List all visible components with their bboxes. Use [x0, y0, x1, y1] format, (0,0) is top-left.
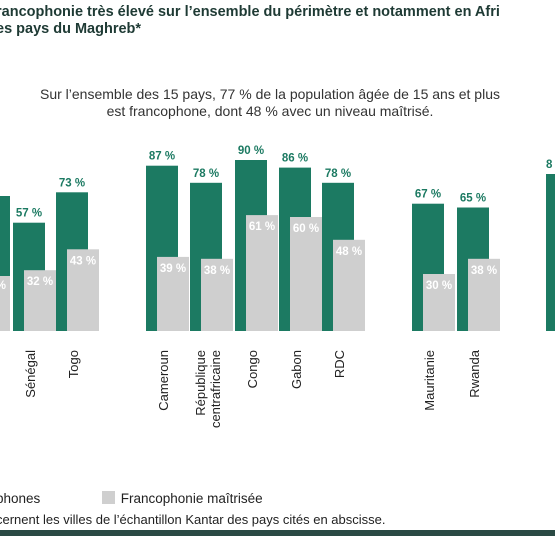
- data-label-maitrisee: 48 %: [336, 246, 362, 258]
- x-tick-label-line: Sénégal: [23, 350, 38, 398]
- bar-francophones-clipped-left: [0, 196, 10, 331]
- chart-subtitle-line2: est francophone, dont 48 % avec un nivea…: [106, 103, 434, 119]
- legend-label-francophones: phones: [0, 491, 41, 506]
- x-tick-label-line: Togo: [66, 350, 81, 378]
- chart-subtitle: Sur l’ensemble des 15 pays, 77 % de la p…: [0, 86, 540, 120]
- data-label-francophones: 78 %: [193, 168, 219, 180]
- chart-subtitle-line1: Sur l’ensemble des 15 pays, 77 % de la p…: [40, 86, 500, 102]
- data-label-maitrisee: 60 %: [293, 223, 319, 235]
- x-tick-label: RDC: [332, 350, 347, 378]
- x-tick-label: Républiquecentrafricaine: [193, 350, 223, 428]
- x-tick-label: Sénégal: [23, 350, 38, 398]
- x-tick-label-line: Congo: [245, 350, 260, 388]
- legend-swatch-maitrisee: [101, 491, 115, 504]
- legend: phones Francophonie maîtrisée: [0, 491, 263, 506]
- bar-maitrisee: [201, 258, 233, 331]
- bar-maitrisee: [67, 249, 99, 331]
- x-tick-label-line: centrafricaine: [208, 350, 223, 428]
- x-tick-label-line: Cameroun: [156, 350, 171, 411]
- bar-maitrisee: [333, 239, 365, 331]
- data-label-maitrisee: 39 %: [160, 263, 186, 275]
- x-tick-label: Togo: [66, 350, 81, 378]
- data-label-francophones: 67 %: [415, 189, 441, 201]
- data-label-francophones: 57 %: [16, 208, 42, 220]
- data-label-clipped-right: 8: [546, 159, 553, 171]
- x-tick-label-line: RDC: [332, 350, 347, 378]
- bar-francophones-clipped-right: [546, 174, 555, 331]
- bar-maitrisee: [468, 258, 500, 331]
- x-tick-label: Mauritanie: [422, 350, 437, 411]
- chart-title-line2: es pays du Maghreb*: [0, 21, 142, 37]
- x-tick-label: Cameroun: [156, 350, 171, 411]
- bar-maitrisee: [423, 274, 455, 331]
- data-label-maitrisee: 61 %: [249, 221, 275, 233]
- bar-maitrisee: [290, 217, 322, 331]
- x-tick-label: Rwanda: [467, 349, 482, 397]
- bottom-rule: [0, 530, 555, 536]
- bar-maitrisee: [157, 256, 189, 331]
- bar-maitrisee: [24, 270, 56, 331]
- x-tick-label: Gabon: [289, 350, 304, 389]
- data-label-maitrisee: 30 %: [426, 280, 452, 292]
- data-label-maitrisee: 43 %: [70, 255, 96, 267]
- footnote: cernent les villes de l’échantillon Kant…: [0, 512, 386, 527]
- data-label-francophones: 73 %: [59, 177, 85, 189]
- chart-title-line1: rancophonie très élevé sur l’ensemble du…: [0, 4, 500, 20]
- legend-item-maitrisee: Francophonie maîtrisée: [101, 491, 263, 506]
- data-label-francophones: 65 %: [460, 193, 486, 205]
- data-label-francophones: 86 %: [282, 153, 308, 165]
- data-label-francophones: 87 %: [149, 151, 175, 163]
- x-tick-label-line: Mauritanie: [422, 350, 437, 411]
- x-tick-label-line: Rwanda: [467, 349, 482, 397]
- x-tick-label: Congo: [245, 350, 260, 388]
- legend-item-francophones: phones: [0, 491, 98, 506]
- data-label-maitrisee: 38 %: [471, 265, 497, 277]
- bar-maitrisee: [246, 215, 278, 331]
- chart-title: rancophonie très élevé sur l’ensemble du…: [0, 4, 555, 38]
- data-label-maitrisee: 32 %: [27, 276, 53, 288]
- bar-maitrisee-clipped-left: [0, 276, 10, 331]
- data-label-clipped-left: %: [0, 280, 6, 292]
- x-tick-label-line: Gabon: [289, 350, 304, 389]
- legend-label-maitrisee: Francophonie maîtrisée: [120, 491, 263, 506]
- data-label-maitrisee: 38 %: [204, 265, 230, 277]
- x-tick-label-line: République: [193, 350, 208, 416]
- data-label-francophones: 78 %: [325, 168, 351, 180]
- data-label-francophones: 90 %: [238, 145, 264, 157]
